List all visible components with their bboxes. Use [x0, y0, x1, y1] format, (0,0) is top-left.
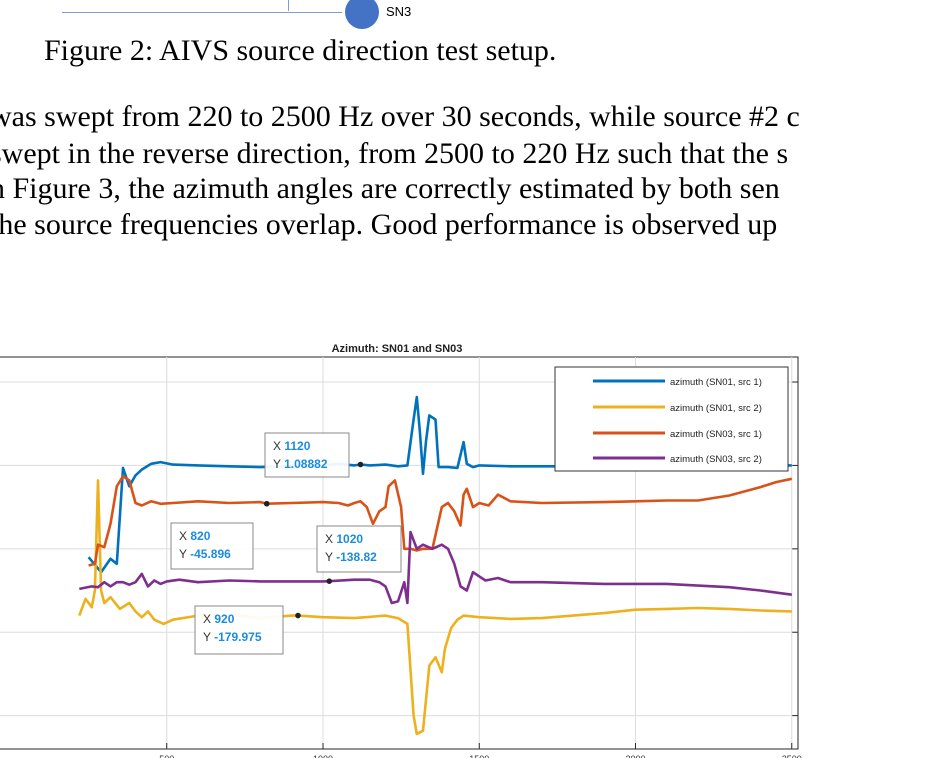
x-tick-label-3: 2000 [625, 754, 645, 758]
datatip-marker-2 [326, 578, 333, 584]
diagram-connector-tick [288, 0, 289, 11]
series-line-2 [88, 475, 793, 567]
series-line-3 [79, 530, 792, 605]
datatip-box-3 [194, 605, 284, 655]
paragraph-line-3: n Figure 3, the azimuth angles are corre… [0, 172, 780, 205]
series-line-1 [78, 479, 792, 736]
datatip-box-1 [170, 522, 254, 570]
datatips: X 1120 Y 1.08882 X 820 Y -45.896 X 1020 Y -13… [170, 432, 402, 655]
series-lines [78, 395, 793, 736]
datatip-y-2: Y -138.82 [325, 550, 377, 564]
datatip-marker-3 [295, 612, 301, 619]
figure-caption: Figure 2: AIVS source direction test set… [44, 34, 557, 67]
datatip-x-1: X 820 [179, 529, 211, 543]
datatip-y-0: Y 1.08882 [273, 457, 328, 471]
legend-box [554, 366, 789, 472]
datatip-marker-0 [357, 461, 364, 468]
datatip-x-3: X 920 [203, 612, 235, 626]
x-tick-label-2: 1500 [469, 754, 489, 758]
datatip-box-2 [316, 525, 402, 573]
x-tick-label-4: 2500 [782, 754, 802, 758]
legend: azimuth (SN01, src 1) azimuth (SN01, src… [554, 366, 789, 472]
legend-label-sn03-src2: azimuth (SN03, src 2) [670, 454, 762, 465]
paragraph-line-4: the source frequencies overlap. Good per… [0, 208, 778, 241]
chart-title: Azimuth: SN01 and SN03 [332, 343, 463, 355]
x-tick-label-1: 1000 [313, 754, 333, 758]
paragraph-line-2: swept in the reverse direction, from 250… [0, 137, 789, 170]
datatip-box-0 [264, 432, 350, 478]
sensor-node-label: SN3 [386, 4, 412, 19]
azimuth-chart: Azimuth: SN01 and SN03 500 1000 1500 2000 25… [0, 343, 802, 758]
sensor-node-marker [345, 0, 379, 29]
x-tick-label-0: 500 [159, 754, 174, 758]
datatip-y-1: Y -45.896 [179, 547, 231, 561]
datatip-y-3: Y -179.975 [203, 630, 262, 644]
legend-label-sn01-src1: azimuth (SN01, src 1) [670, 377, 762, 388]
datatip-x-2: X 1020 [325, 532, 363, 546]
legend-label-sn03-src1: azimuth (SN03, src 1) [670, 429, 762, 440]
diagram-connector-line [62, 12, 342, 13]
series-line-0 [87, 395, 792, 574]
datatip-x-0: X 1120 [273, 439, 311, 453]
legend-label-sn01-src2: azimuth (SN01, src 2) [670, 403, 762, 414]
paragraph-line-1: was swept from 220 to 2500 Hz over 30 se… [0, 100, 800, 133]
datatip-marker-1 [263, 500, 270, 507]
x-axis-ticks: 500 1000 1500 2000 2500 [159, 743, 802, 758]
